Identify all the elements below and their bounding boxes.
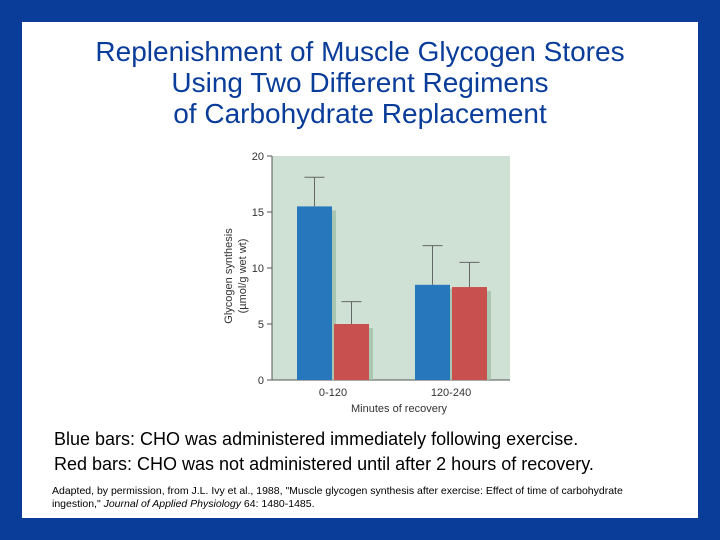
y-axis-label: Glycogen synthesis — [223, 228, 235, 324]
bar — [334, 324, 369, 380]
citation-text: Adapted, by permission, from J.L. Ivy et… — [52, 485, 623, 510]
glycogen-bar-chart: 0 5 10 15 20 0-120 120-240 Minutes of recovery G… — [223, 151, 510, 415]
y-tick-label: 5 — [258, 319, 264, 331]
citation-journal: Journal of Applied Physiology — [103, 498, 241, 510]
y-tick-label: 15 — [252, 207, 264, 219]
y-axis-unit-label: (µmol/g wet wt) — [237, 239, 249, 314]
title-line-2: Using Two Different Regimens — [171, 67, 549, 98]
captions: Blue bars: CHO was administered immediat… — [54, 427, 594, 477]
y-tick-label: 10 — [252, 263, 264, 275]
slide: Replenishment of Muscle Glycogen Stores … — [22, 22, 698, 518]
x-axis-label: Minutes of recovery — [351, 403, 447, 415]
bar — [452, 287, 487, 380]
x-tick-label: 0-120 — [319, 387, 347, 399]
bar — [415, 284, 450, 380]
citation-volume-pages: 64: 1480-1485. — [240, 498, 315, 510]
y-tick-label: 0 — [258, 375, 264, 387]
title-line-3: of Carbohydrate Replacement — [173, 98, 547, 129]
caption-blue-bars: Blue bars: CHO was administered immediat… — [54, 429, 579, 449]
slide-title: Replenishment of Muscle Glycogen Stores … — [22, 36, 698, 129]
title-line-1: Replenishment of Muscle Glycogen Stores — [95, 36, 625, 67]
caption-red-bars: Red bars: CHO was not administered until… — [54, 454, 594, 474]
bar — [297, 206, 332, 380]
y-tick-label: 20 — [252, 151, 264, 163]
citation: Adapted, by permission, from J.L. Ivy et… — [52, 485, 662, 511]
x-tick-label: 120-240 — [431, 387, 471, 399]
